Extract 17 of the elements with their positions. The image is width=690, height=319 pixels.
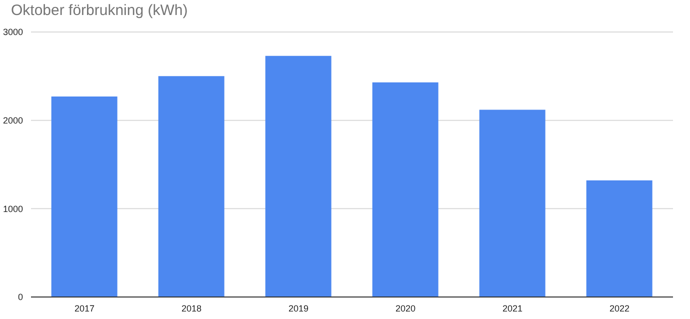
y-tick-label: 0 [18,292,23,302]
y-tick-label: 2000 [2,116,23,126]
x-tick-label: 2019 [288,303,309,314]
x-tick-label: 2017 [74,303,95,314]
bar [265,56,332,297]
x-tick-label: 2021 [502,303,523,314]
bar [372,82,438,297]
bar [586,180,652,297]
bar [51,96,118,297]
chart-title: Oktober förbrukning (kWh) [11,2,188,19]
x-tick-label: 2022 [609,303,630,314]
bar [158,76,224,297]
x-tick-label: 2020 [395,303,416,314]
y-tick-label: 3000 [2,27,23,38]
bar [479,110,546,297]
x-tick-label: 2018 [181,303,202,314]
y-tick-label: 1000 [2,204,23,214]
